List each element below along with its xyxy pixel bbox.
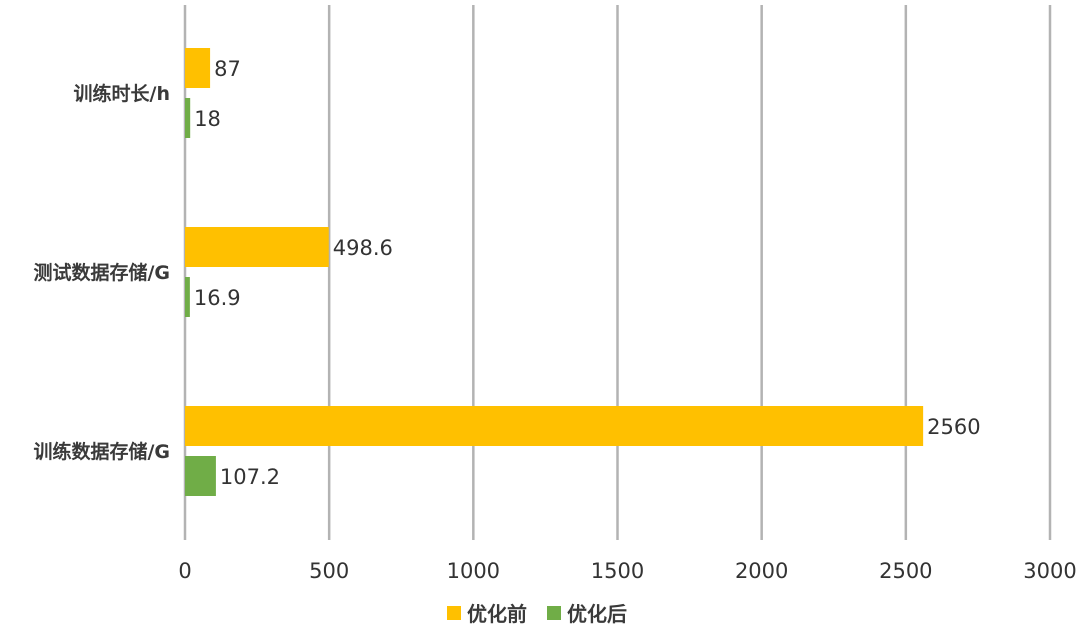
bar-before-2 [185, 406, 924, 446]
x-tick-label-1000: 1000 [447, 559, 500, 583]
x-tick-label-1500: 1500 [591, 559, 644, 583]
data-label-before-0: 87 [214, 57, 241, 81]
category-label-1: 测试数据存储/G [33, 261, 170, 284]
bar-after-2 [185, 456, 216, 496]
bar-after-0 [185, 98, 191, 138]
x-tick-label-2500: 2500 [879, 559, 932, 583]
legend-swatch-before [447, 606, 461, 620]
bar-before-0 [185, 48, 211, 88]
bar-before-1 [185, 227, 329, 267]
bars [185, 48, 924, 496]
data-label-after-1: 16.9 [194, 286, 241, 310]
x-axis-tick-labels: 0 500 1000 1500 2000 2500 3000 [178, 559, 1076, 583]
x-tick-label-500: 500 [309, 559, 349, 583]
category-label-2: 训练数据存储/G [33, 440, 170, 463]
data-label-before-1: 498.6 [333, 236, 393, 260]
bar-after-1 [185, 277, 190, 317]
legend: 优化前 优化后 [447, 602, 627, 626]
data-label-after-0: 18 [194, 107, 221, 131]
legend-swatch-after [547, 606, 561, 620]
data-label-before-2: 2560 [927, 415, 980, 439]
data-label-after-2: 107.2 [220, 465, 280, 489]
legend-label-before: 优化前 [467, 602, 527, 626]
data-labels: 87 18 498.6 16.9 2560 107.2 [194, 57, 981, 489]
legend-label-after: 优化后 [567, 602, 627, 626]
x-tick-label-0: 0 [178, 559, 191, 583]
x-tick-label-2000: 2000 [735, 559, 788, 583]
grid-lines [183, 5, 1052, 540]
category-label-0: 训练时长/h [74, 82, 170, 105]
category-labels: 训练时长/h 测试数据存储/G 训练数据存储/G [33, 82, 170, 463]
x-tick-label-3000: 3000 [1023, 559, 1076, 583]
